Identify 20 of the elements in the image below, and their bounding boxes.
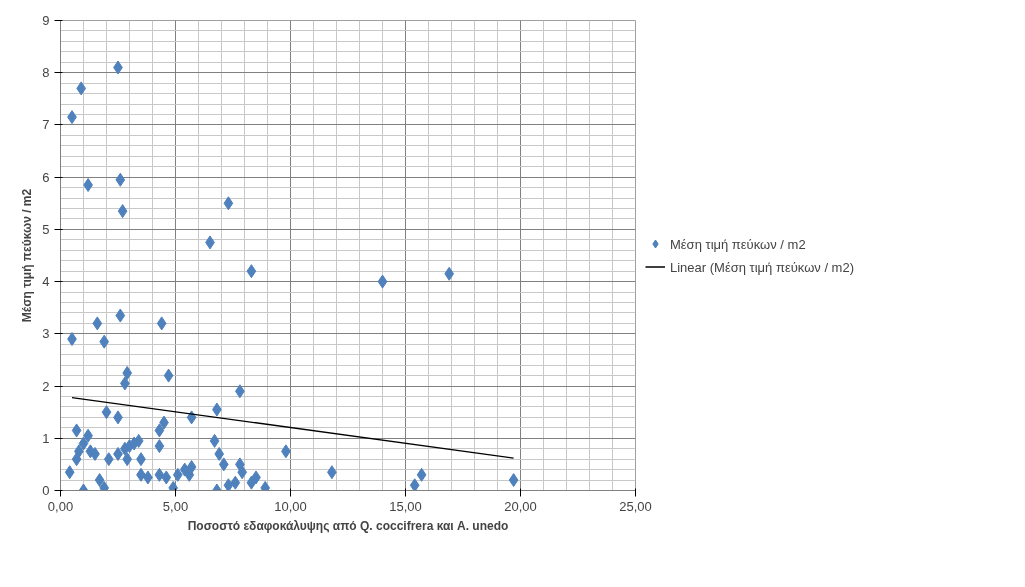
y-tick-label: 7	[42, 117, 50, 133]
x-tick-label: 25,00	[619, 498, 652, 514]
y-tick-label: 2	[42, 378, 50, 394]
x-tick-label: 20,00	[504, 498, 537, 514]
y-axis-title: Μέση τιμή πεύκων / m2	[20, 188, 35, 323]
legend-label: Μέση τιμή πεύκων / m2	[670, 236, 806, 251]
y-tick-label: 4	[42, 274, 50, 290]
x-tick-label: 15,00	[389, 498, 422, 514]
x-axis-title: Ποσοστό εδαφοκάλυψης από Q. coccifrera και A. unedo	[187, 518, 509, 533]
y-tick-label: 8	[42, 65, 50, 81]
x-tick-label: 10,00	[274, 498, 307, 514]
x-tick-label: 0,00	[47, 498, 74, 514]
y-tick-label: 0	[42, 483, 50, 498]
y-tick-label: 6	[42, 169, 50, 185]
y-tick-label: 1	[42, 430, 50, 446]
y-tick-label: 9	[42, 13, 50, 28]
y-tick-label: 3	[42, 326, 50, 342]
legend-label: Linear (Μέση τιμή πεύκων / m2)	[670, 259, 855, 274]
y-tick-label: 5	[42, 221, 50, 237]
x-tick-label: 5,00	[162, 498, 189, 514]
